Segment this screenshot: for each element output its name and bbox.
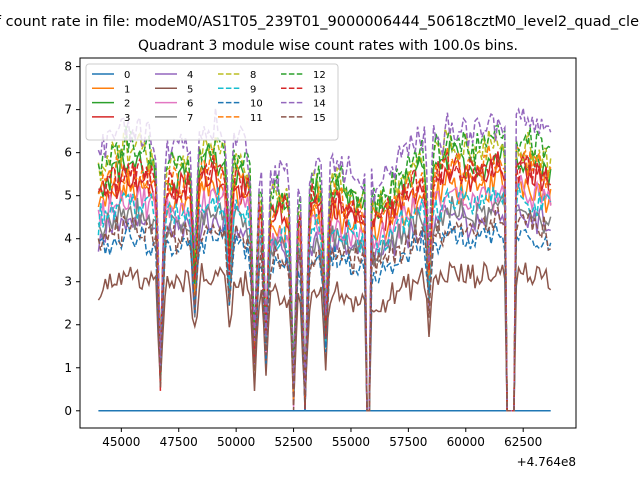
legend-label: 9 xyxy=(250,84,256,95)
series-line-14 xyxy=(97,107,552,412)
series-layer xyxy=(97,107,552,412)
legend-label: 12 xyxy=(313,70,326,81)
legend-label: 15 xyxy=(313,113,326,124)
legend-label: 1 xyxy=(124,84,130,95)
legend-label: 5 xyxy=(187,84,193,95)
legend-label: 0 xyxy=(124,70,130,81)
y-tick-label: 1 xyxy=(64,361,72,375)
x-offset-label: +4.764e8 xyxy=(517,455,576,469)
x-tick-label: 55000 xyxy=(332,435,370,449)
series-line-15 xyxy=(97,206,551,412)
y-tick-label: 4 xyxy=(64,232,72,246)
plot-frame xyxy=(79,57,577,429)
legend-label: 6 xyxy=(187,99,193,110)
y-tick-label: 8 xyxy=(64,60,72,74)
series-line-5 xyxy=(97,260,552,412)
y-tick-label: 3 xyxy=(64,275,72,289)
x-tick-label: 45000 xyxy=(102,435,140,449)
y-tick-label: 2 xyxy=(64,318,72,332)
x-tick-label: 62500 xyxy=(504,435,542,449)
x-tick-label: 57500 xyxy=(389,435,427,449)
legend-label: 13 xyxy=(313,84,326,95)
y-axis: 0 1 2 3 4 5 6 7 8 xyxy=(64,60,80,418)
legend-label: 8 xyxy=(250,70,256,81)
legend-label: 11 xyxy=(250,113,263,124)
legend-label: 14 xyxy=(313,99,326,110)
figure-suptitle: Plot of count rate in file: modeM0/AS1T0… xyxy=(0,14,640,30)
y-tick-label: 0 xyxy=(64,404,72,418)
series-line-12 xyxy=(97,123,552,412)
legend-box xyxy=(85,63,339,141)
legend-label: 2 xyxy=(124,99,130,110)
x-tick-label: 47500 xyxy=(160,435,198,449)
y-tick-label: 6 xyxy=(64,146,72,160)
legend-label: 10 xyxy=(250,99,263,110)
y-tick-label: 5 xyxy=(64,189,72,203)
x-axis: 45000 47500 50000 52500 55000 57500 60000 62500 xyxy=(102,428,542,449)
legend-label: 7 xyxy=(187,113,193,124)
chart-title: Quadrant 3 module wise count rates with … xyxy=(138,38,518,54)
x-tick-label: 52500 xyxy=(274,435,312,449)
legend-label: 4 xyxy=(187,70,193,81)
legend-label: 3 xyxy=(124,113,130,124)
x-tick-label: 60000 xyxy=(447,435,485,449)
x-tick-label: 50000 xyxy=(217,435,255,449)
y-tick-label: 7 xyxy=(64,103,72,117)
